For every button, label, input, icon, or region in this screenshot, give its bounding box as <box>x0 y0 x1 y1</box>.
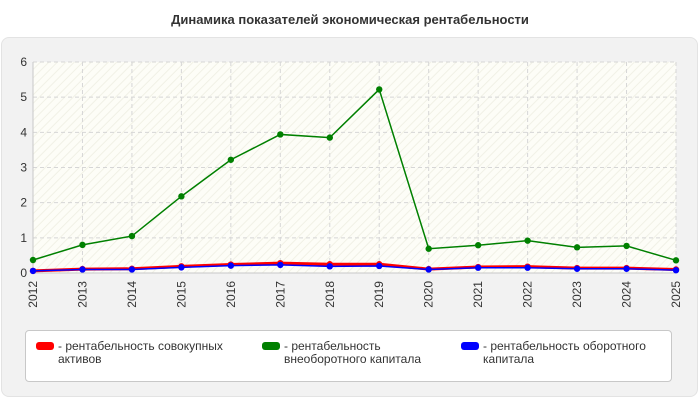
x-tick-label: 2017 <box>273 281 287 308</box>
legend-label: - рентабельность внеоборотного капитала <box>284 339 421 366</box>
data-point[interactable] <box>29 256 37 264</box>
data-point[interactable] <box>623 242 630 250</box>
data-point[interactable] <box>573 244 581 251</box>
y-tick-label: 5 <box>20 90 27 104</box>
data-point[interactable] <box>524 264 531 271</box>
data-point[interactable] <box>277 131 284 138</box>
data-point[interactable] <box>79 241 86 249</box>
x-tick-label: 2025 <box>669 281 683 308</box>
series-layer <box>29 86 680 275</box>
x-tick-label: 2019 <box>372 281 386 308</box>
x-tick-label: 2022 <box>521 281 535 308</box>
legend-item-working-capital[interactable]: - рентабельность оборотного капитала <box>461 340 666 366</box>
series-line <box>32 264 677 272</box>
data-point[interactable] <box>376 262 383 270</box>
y-tick-labels: 0 1 2 3 4 5 6 <box>20 55 27 280</box>
data-point[interactable] <box>425 245 432 252</box>
legend-swatch-red <box>36 342 54 350</box>
data-point[interactable] <box>573 265 581 272</box>
x-tick-label: 2018 <box>323 281 337 308</box>
series-2 <box>29 261 680 275</box>
data-point[interactable] <box>326 263 333 270</box>
data-point[interactable] <box>524 237 531 244</box>
data-point[interactable] <box>227 156 235 163</box>
chart-title: Динамика показателей экономическая рента… <box>171 12 529 27</box>
data-point[interactable] <box>128 232 136 240</box>
x-tick-label: 2016 <box>224 281 238 308</box>
series-line <box>32 88 677 262</box>
x-tick-label: 2020 <box>422 281 436 308</box>
data-point[interactable] <box>326 134 333 141</box>
data-point[interactable] <box>474 264 482 271</box>
y-tick-label: 2 <box>20 196 27 210</box>
data-point[interactable] <box>425 266 432 273</box>
data-point[interactable] <box>29 267 37 275</box>
data-point[interactable] <box>474 242 482 249</box>
legend-swatch-blue <box>461 342 479 350</box>
legend-label: - рентабельность оборотного капитала <box>483 339 646 366</box>
x-tick-label: 2024 <box>620 281 634 308</box>
y-tick-label: 4 <box>20 125 27 139</box>
legend-swatch-green <box>262 342 280 350</box>
series-1 <box>29 86 680 264</box>
x-tick-label: 2012 <box>26 281 40 308</box>
data-point[interactable] <box>128 266 136 273</box>
data-point[interactable] <box>227 262 235 269</box>
legend-label: - рентабельность совокупных активов <box>58 339 223 366</box>
data-point[interactable] <box>178 264 185 271</box>
data-point[interactable] <box>623 265 630 272</box>
data-point[interactable] <box>79 266 86 273</box>
x-tick-labels: 2012 2013 2014 2015 2016 2017 2018 2019 2020 2021… <box>26 281 683 308</box>
series-line <box>32 261 677 273</box>
y-tick-label: 0 <box>20 266 27 280</box>
x-tick-label: 2014 <box>125 281 139 308</box>
y-tick-label: 6 <box>20 55 27 69</box>
data-point[interactable] <box>277 261 284 269</box>
y-tick-label: 3 <box>20 161 27 175</box>
legend: - рентабельность совокупных активов - ре… <box>25 330 672 382</box>
x-tick-label: 2015 <box>174 281 188 308</box>
data-point[interactable] <box>672 257 680 264</box>
legend-item-noncurrent-capital[interactable]: - рентабельность внеоборотного капитала <box>262 340 440 366</box>
data-point[interactable] <box>178 193 185 200</box>
y-tick-label: 1 <box>20 231 27 245</box>
x-tick-label: 2013 <box>75 281 89 308</box>
data-point[interactable] <box>672 266 680 274</box>
legend-item-total-assets[interactable]: - рентабельность совокупных активов <box>36 340 241 366</box>
x-tick-label: 2023 <box>570 281 584 308</box>
data-point[interactable] <box>376 86 383 93</box>
x-tick-label: 2021 <box>471 281 485 308</box>
